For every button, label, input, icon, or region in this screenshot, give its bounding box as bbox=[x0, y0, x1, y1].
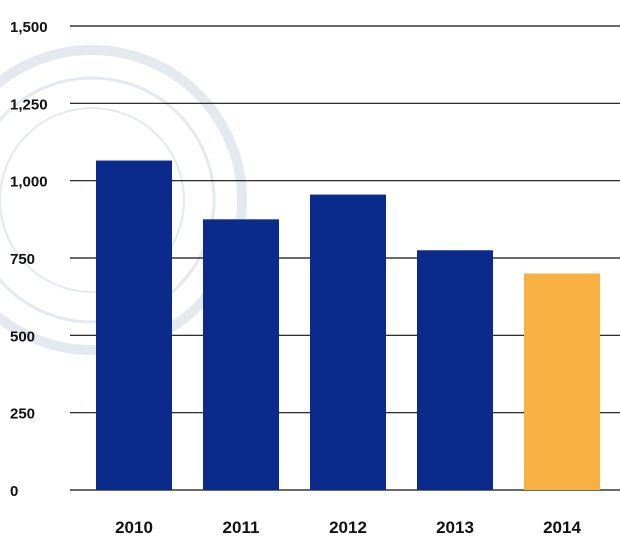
y-tick-label: 0 bbox=[10, 483, 18, 500]
bar-2013 bbox=[417, 250, 493, 490]
bar-2014 bbox=[524, 273, 600, 490]
bars bbox=[96, 160, 600, 491]
y-tick-label: 1,000 bbox=[10, 174, 48, 191]
bar-2012 bbox=[310, 194, 386, 490]
y-tick-label: 250 bbox=[10, 406, 35, 423]
y-tick-label: 1,250 bbox=[10, 96, 48, 113]
x-category-label: 2010 bbox=[115, 518, 153, 537]
x-category-label: 2014 bbox=[543, 518, 581, 537]
x-category-label: 2012 bbox=[329, 518, 367, 537]
y-tick-label: 750 bbox=[10, 251, 35, 268]
x-category-label: 2013 bbox=[436, 518, 474, 537]
bar-2011 bbox=[203, 219, 279, 491]
x-category-label: 2011 bbox=[223, 518, 260, 537]
y-axis-tick-labels: 0 250 500 750 1,000 1,250 1,500 bbox=[10, 19, 48, 500]
bar-2010 bbox=[96, 160, 172, 490]
watermark-seal bbox=[0, 45, 247, 355]
y-tick-label: 1,500 bbox=[10, 19, 48, 36]
x-axis-category-labels: 2010 2011 2012 2013 2014 bbox=[115, 518, 581, 537]
y-tick-label: 500 bbox=[10, 328, 35, 345]
